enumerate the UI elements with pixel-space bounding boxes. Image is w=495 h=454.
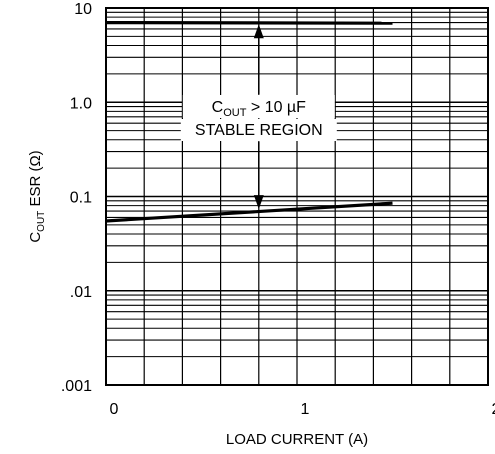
y-tick-label: .01: [70, 284, 92, 301]
plot-frame: [105, 7, 489, 386]
series-lines: [105, 21, 393, 223]
series-line-2: [105, 201, 393, 223]
y-tick-label: 1.0: [70, 95, 92, 112]
tick-labels: 0 1 2 10 1.0 0.1 .01 .001: [61, 1, 495, 418]
annotation-background-2: [180, 119, 337, 141]
x-tick-label: 2: [492, 401, 495, 418]
y-axis-label-sub: OUT: [36, 211, 47, 232]
arrow-up-head: [253, 24, 264, 39]
annotation-sub: OUT: [223, 107, 247, 119]
annotation-rest: > 10 µF: [246, 99, 306, 116]
y-axis-label-rest: ESR (Ω): [27, 150, 44, 210]
x-tick-label: 0: [110, 401, 119, 418]
y-tick-label: .001: [61, 378, 92, 395]
annotation-line-2: STABLE REGION: [195, 122, 323, 139]
annotation-c: C: [212, 99, 224, 116]
x-tick-label: 1: [301, 401, 310, 418]
stable-region-annotation: COUT > 10 µF STABLE REGION: [180, 24, 337, 210]
y-axis-label: COUT ESR (Ω): [27, 150, 47, 242]
series-line-1: [105, 21, 393, 25]
grid-lines: [106, 8, 488, 385]
y-tick-label: 10: [74, 1, 92, 18]
annotation-background-1: [182, 95, 335, 118]
arrow-down-head: [253, 195, 264, 210]
annotation-line-1: COUT > 10 µF: [212, 99, 306, 119]
y-axis-label-c: C: [27, 232, 44, 243]
y-tick-label: 0.1: [70, 190, 92, 207]
x-axis-label: LOAD CURRENT (A): [226, 431, 368, 448]
